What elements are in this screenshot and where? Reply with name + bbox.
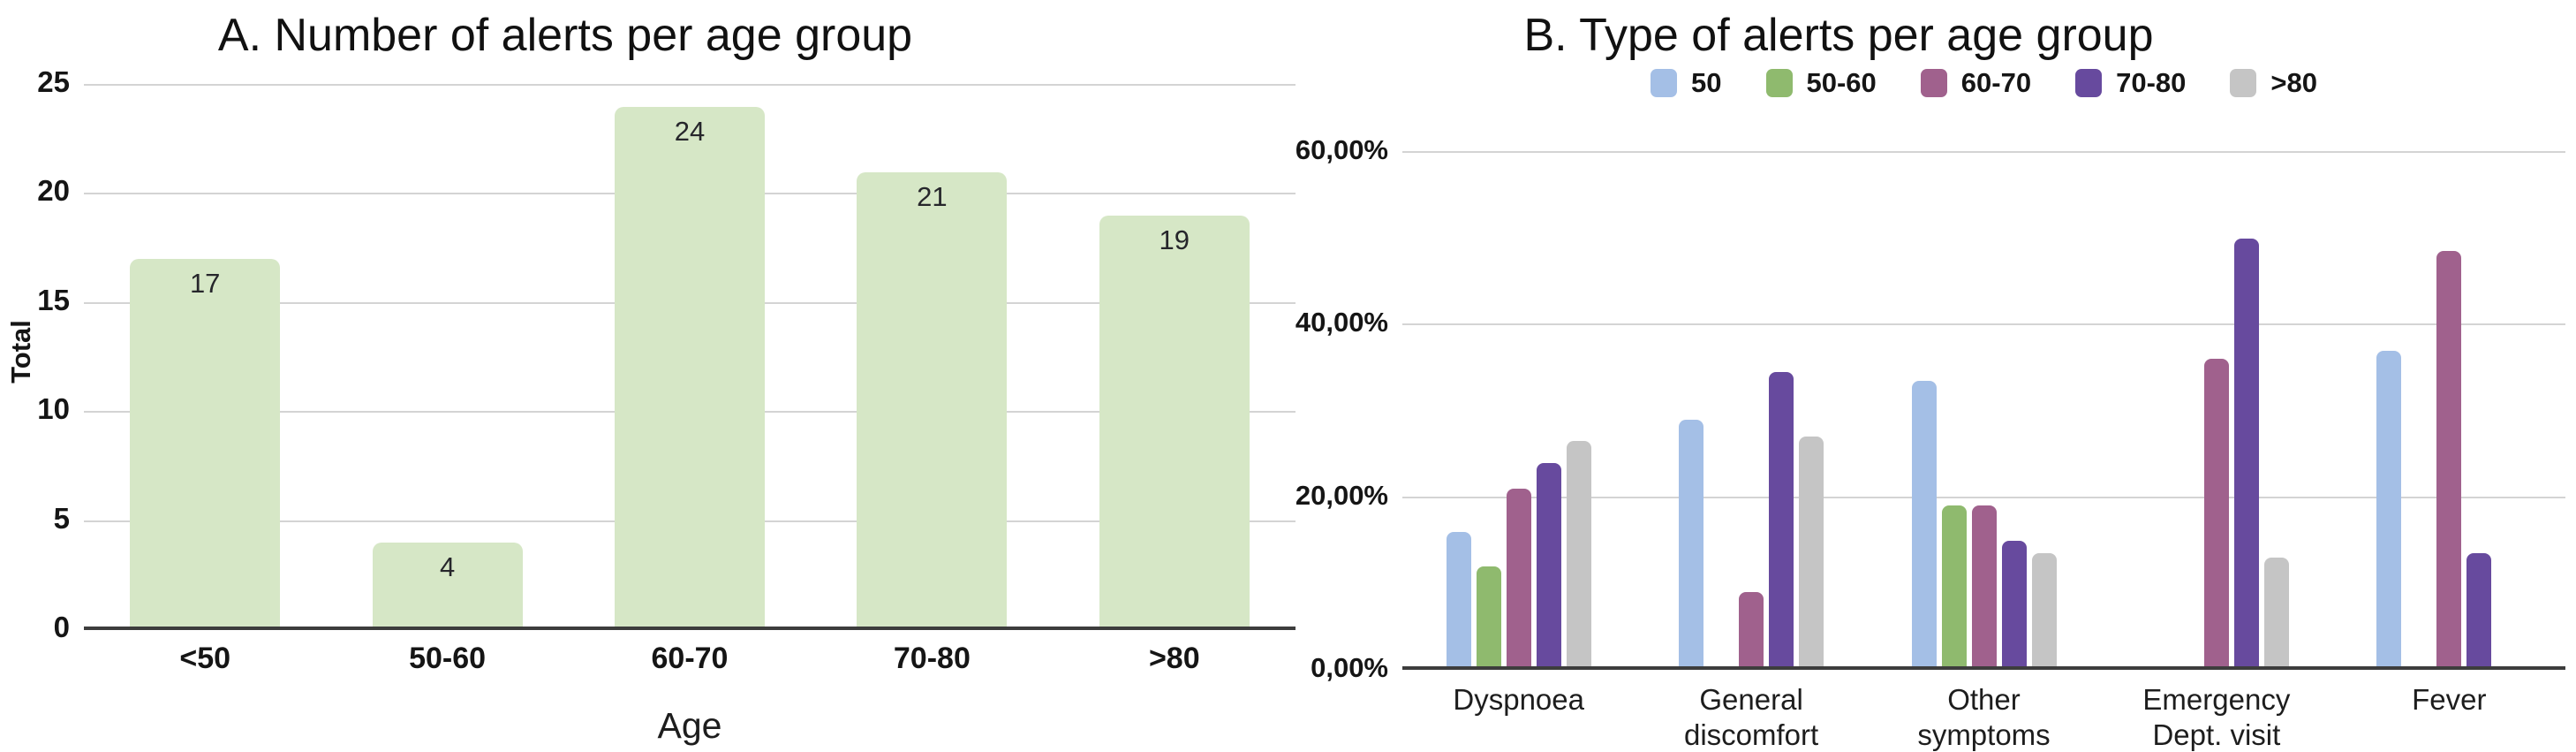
panel-b-type-of-alerts: B. Type of alerts per age group 50 50-60 6… xyxy=(1296,0,2576,752)
x-tick-label: 60-70 xyxy=(651,642,729,675)
legend-label: 50 xyxy=(1691,67,1722,98)
legend-swatch-50 xyxy=(1651,69,1678,97)
x-tick-label: 50-60 xyxy=(409,642,487,675)
bar-Other-symptoms-70-80 xyxy=(2001,540,2027,670)
legend-swatch->80 xyxy=(2230,69,2257,97)
legend-label: 50-60 xyxy=(1806,67,1877,98)
bar-General-discomfort->80 xyxy=(1799,437,1824,670)
bar-value-label: 21 xyxy=(917,180,948,212)
gridline xyxy=(1402,323,2565,326)
x-axis-line xyxy=(84,627,1296,630)
bar-<50: 17 xyxy=(130,259,281,630)
legend-label: >80 xyxy=(2270,67,2317,98)
x-tick-label: >80 xyxy=(1148,642,1200,675)
legend-item-70-80: 70-80 xyxy=(2075,67,2186,99)
gridline xyxy=(1402,496,2565,498)
bar-70-80: 21 xyxy=(857,171,1008,630)
bar->80: 19 xyxy=(1099,216,1250,630)
panel-a-plot-area: 0 5 10 15 20 25 17 <50 4 50-60 24 60-70 21 70-80 19 >80 xyxy=(37,65,1296,675)
bar-50-60: 4 xyxy=(372,543,523,630)
bar-General-discomfort-50 xyxy=(1679,419,1704,670)
panel-b-title: B. Type of alerts per age group xyxy=(1523,10,2154,61)
legend-swatch-60-70 xyxy=(1920,69,1947,97)
panel-a-title: A. Number of alerts per age group xyxy=(217,10,913,61)
y-tick-label: 20,00% xyxy=(1295,479,1388,511)
y-tick-label: 20 xyxy=(37,174,70,208)
y-tick-label: 10 xyxy=(37,392,70,426)
bar-Fever-50 xyxy=(2376,350,2402,670)
bar-value-label: 17 xyxy=(189,268,221,300)
y-tick-label: 0 xyxy=(53,611,70,643)
bar-Emergency-Dept.-visit->80 xyxy=(2263,558,2289,670)
legend-item-50: 50 xyxy=(1651,67,1722,99)
panel-b-legend: 50 50-60 60-70 70-80 >80 xyxy=(1402,67,2565,99)
x-tick-label: 70-80 xyxy=(893,642,971,675)
bar-Other-symptoms->80 xyxy=(2031,553,2057,670)
legend-swatch-70-80 xyxy=(2075,69,2103,97)
bar-Dyspnoea-70-80 xyxy=(1536,462,1561,670)
legend-item->80: >80 xyxy=(2230,67,2317,99)
bar-Dyspnoea-50 xyxy=(1446,531,1471,670)
y-tick-label: 25 xyxy=(37,65,70,98)
y-tick-label: 60,00% xyxy=(1295,134,1388,165)
bar-value-label: 19 xyxy=(1159,224,1190,256)
bar-General-discomfort-70-80 xyxy=(1769,372,1794,670)
legend-item-60-70: 60-70 xyxy=(1920,67,2032,99)
x-axis-line xyxy=(1402,666,2565,670)
legend-item-50-60: 50-60 xyxy=(1765,67,1877,99)
y-tick-label: 0,00% xyxy=(1311,652,1388,683)
panel-a-number-of-alerts: A. Number of alerts per age group Total … xyxy=(5,10,1296,746)
y-tick-label: 40,00% xyxy=(1295,307,1388,338)
legend-label: 60-70 xyxy=(1960,67,2032,98)
bar-Other-symptoms-60-70 xyxy=(1971,505,1997,670)
bar-Other-symptoms-50-60 xyxy=(1941,505,1967,670)
bar-Dyspnoea->80 xyxy=(1566,441,1591,670)
legend-swatch-50-60 xyxy=(1765,69,1793,97)
bar-Emergency-Dept.-visit-60-70 xyxy=(2203,359,2229,670)
x-tick-label: <50 xyxy=(179,642,231,675)
y-tick-label: 15 xyxy=(37,283,70,316)
gridline xyxy=(1402,151,2565,153)
bar-60-70: 24 xyxy=(615,106,765,630)
x-tick-label: General discomfort xyxy=(1683,683,1819,752)
bar-Fever-70-80 xyxy=(2466,553,2492,670)
x-tick-label: Dyspnoea xyxy=(1453,683,1584,716)
bar-value-label: 24 xyxy=(674,115,706,147)
gridline xyxy=(84,84,1296,86)
y-tick-label: 5 xyxy=(53,501,70,535)
bar-value-label: 4 xyxy=(439,551,456,583)
bar-General-discomfort-60-70 xyxy=(1739,592,1764,670)
panel-b-plot-area: 0,00% 20,00% 40,00% 60,00% Dyspnoea General d… xyxy=(1296,134,2565,751)
panel-a-x-axis-title: Age xyxy=(657,705,722,746)
legend-label: 70-80 xyxy=(2116,67,2187,98)
x-tick-label: Other symptoms xyxy=(1917,683,2051,752)
x-tick-label: Fever xyxy=(2412,683,2487,716)
bar-Fever-60-70 xyxy=(2436,251,2462,670)
x-tick-label: Emergency Dept. visit xyxy=(2142,683,2291,752)
bar-Dyspnoea-60-70 xyxy=(1506,488,1531,670)
bar-Other-symptoms-50 xyxy=(1911,380,1937,670)
bar-Emergency-Dept.-visit-70-80 xyxy=(2233,238,2259,670)
bar-Dyspnoea-50-60 xyxy=(1476,566,1501,670)
